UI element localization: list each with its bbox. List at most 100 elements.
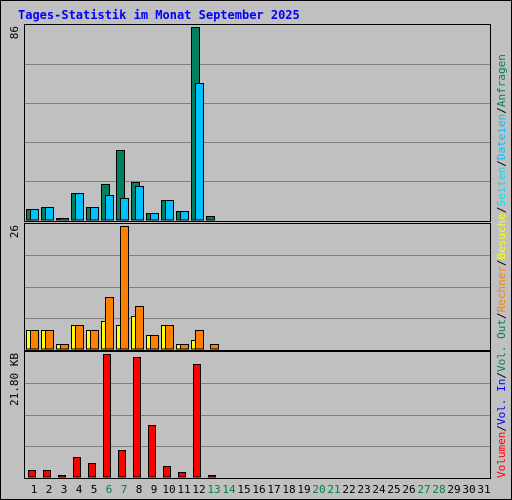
x-label-day-4: 4 [76, 483, 83, 496]
legend-separator: / [495, 107, 508, 114]
hits-bar-dateien-day-7 [120, 198, 129, 221]
x-label-day-3: 3 [61, 483, 68, 496]
x-label-day-10: 10 [162, 483, 175, 496]
hits-bar-dateien-day-12 [195, 83, 204, 221]
volume-bar-volumen-day-9 [148, 425, 156, 478]
chart-title: Tages-Statistik im Monat September 2025 [18, 8, 300, 22]
legend-besuche: Besuche [495, 213, 508, 259]
x-label-day-2: 2 [46, 483, 53, 496]
x-label-day-17: 17 [267, 483, 280, 496]
volume-bar-volumen-day-3 [58, 475, 66, 478]
legend: Volumen/Vol. In/Vol. Out/Rechner/Besuche… [495, 54, 508, 478]
x-label-day-21: 21 [327, 483, 340, 496]
visits-bar-rechner-day-1 [30, 330, 39, 350]
x-axis-labels: 1 2 3 4 5 6 7 8 9 10 11 12 13 14 15 16 17 18 19 20 21 22 23 24 2… [31, 483, 491, 496]
volume-bar-volumen-day-11 [178, 472, 186, 478]
x-label-day-30: 30 [462, 483, 475, 496]
x-label-day-5: 5 [91, 483, 98, 496]
x-label-day-1: 1 [31, 483, 38, 496]
x-label-day-25: 25 [387, 483, 400, 496]
legend-separator: / [495, 160, 508, 167]
hits-bar-dateien-day-4 [75, 193, 84, 221]
x-label-day-15: 15 [237, 483, 250, 496]
x-label-day-29: 29 [447, 483, 460, 496]
x-label-day-16: 16 [252, 483, 265, 496]
hits-bar-dateien-day-1 [30, 209, 39, 221]
x-label-day-6: 6 [106, 483, 113, 496]
legend-volumen: Volumen [495, 432, 508, 478]
x-label-day-8: 8 [136, 483, 143, 496]
legend-separator: / [495, 312, 508, 319]
legend-separator: / [495, 425, 508, 432]
visits-gridlines [25, 255, 490, 319]
visits-bar-rechner-day-8 [135, 306, 144, 350]
hits-bar-dateien-day-11 [180, 211, 189, 221]
legend-anfragen: Anfragen [495, 54, 508, 107]
visits-bar-rechner-day-12 [195, 330, 204, 350]
x-label-day-22: 22 [342, 483, 355, 496]
visits-bar-rechner-day-11 [180, 344, 189, 350]
hits-bars [26, 27, 215, 221]
volume-bar-volumen-day-7 [118, 450, 126, 478]
x-label-day-19: 19 [297, 483, 310, 496]
x-label-day-13: 13 [207, 483, 220, 496]
legend-rechner: Rechner [495, 266, 508, 313]
legend-vol-out: Vol. Out [495, 319, 508, 372]
x-label-day-27: 27 [417, 483, 430, 496]
x-label-day-14: 14 [222, 483, 236, 496]
hits-bar-dateien-day-10 [165, 200, 174, 221]
visits-bar-rechner-day-6 [105, 297, 114, 350]
legend-separator: / [495, 206, 508, 213]
visits-bar-rechner-day-10 [165, 325, 174, 350]
visits-bar-rechner-day-9 [150, 335, 159, 350]
hits-bar-dateien-day-3 [60, 218, 69, 221]
hits-bar-anfragen-day-13 [206, 216, 215, 221]
volume-bar-volumen-day-4 [73, 457, 81, 478]
volume-bar-volumen-day-5 [88, 463, 96, 478]
hits-panel-frame [24, 24, 491, 222]
x-label-day-24: 24 [372, 483, 386, 496]
visits-bar-rechner-day-4 [75, 325, 84, 350]
x-label-day-20: 20 [312, 483, 325, 496]
visits-bar-rechner-day-7 [120, 226, 129, 350]
x-label-day-31: 31 [477, 483, 490, 496]
volume-bar-volumen-day-1 [28, 470, 36, 478]
legend-separator: / [495, 372, 508, 379]
hits-bar-dateien-day-2 [45, 207, 54, 221]
visits-bar-rechner-day-2 [45, 330, 54, 350]
x-label-day-9: 9 [151, 483, 158, 496]
x-label-day-12: 12 [192, 483, 205, 496]
hits-bar-dateien-day-5 [90, 207, 99, 221]
visits-y-max-label: 26 [8, 225, 21, 238]
legend-seiten: Seiten [495, 167, 508, 207]
visits-bar-rechner-day-5 [90, 330, 99, 350]
x-label-day-26: 26 [402, 483, 415, 496]
x-label-day-28: 28 [432, 483, 445, 496]
volume-bar-volumen-day-6 [103, 354, 111, 478]
visits-bar-rechner-day-13 [210, 344, 219, 350]
hits-gridlines [25, 64, 490, 182]
visits-panel: 26 [8, 223, 491, 351]
volume-bar-volumen-day-10 [163, 466, 171, 478]
hits-bar-dateien-day-9 [150, 213, 159, 221]
visits-bars [26, 226, 219, 350]
legend-vol-in: Vol. In [495, 379, 508, 425]
hits-panel: 86 [8, 24, 491, 222]
volume-bars [28, 354, 216, 478]
volume-y-max-label: 21.80 KB [8, 353, 21, 406]
volume-gridlines [25, 383, 490, 447]
x-label-day-23: 23 [357, 483, 370, 496]
x-label-day-11: 11 [177, 483, 190, 496]
legend-dateien: Dateien [495, 114, 508, 160]
hits-bar-dateien-day-6 [105, 195, 114, 221]
volume-bar-volumen-day-12 [193, 364, 201, 478]
x-label-day-18: 18 [282, 483, 295, 496]
hits-bar-dateien-day-8 [135, 186, 144, 221]
volume-bar-volumen-day-8 [133, 357, 141, 478]
hits-y-max-label: 86 [8, 26, 21, 39]
volume-bar-volumen-day-13 [208, 475, 216, 478]
volume-bar-volumen-day-2 [43, 470, 51, 478]
x-label-day-7: 7 [121, 483, 128, 496]
